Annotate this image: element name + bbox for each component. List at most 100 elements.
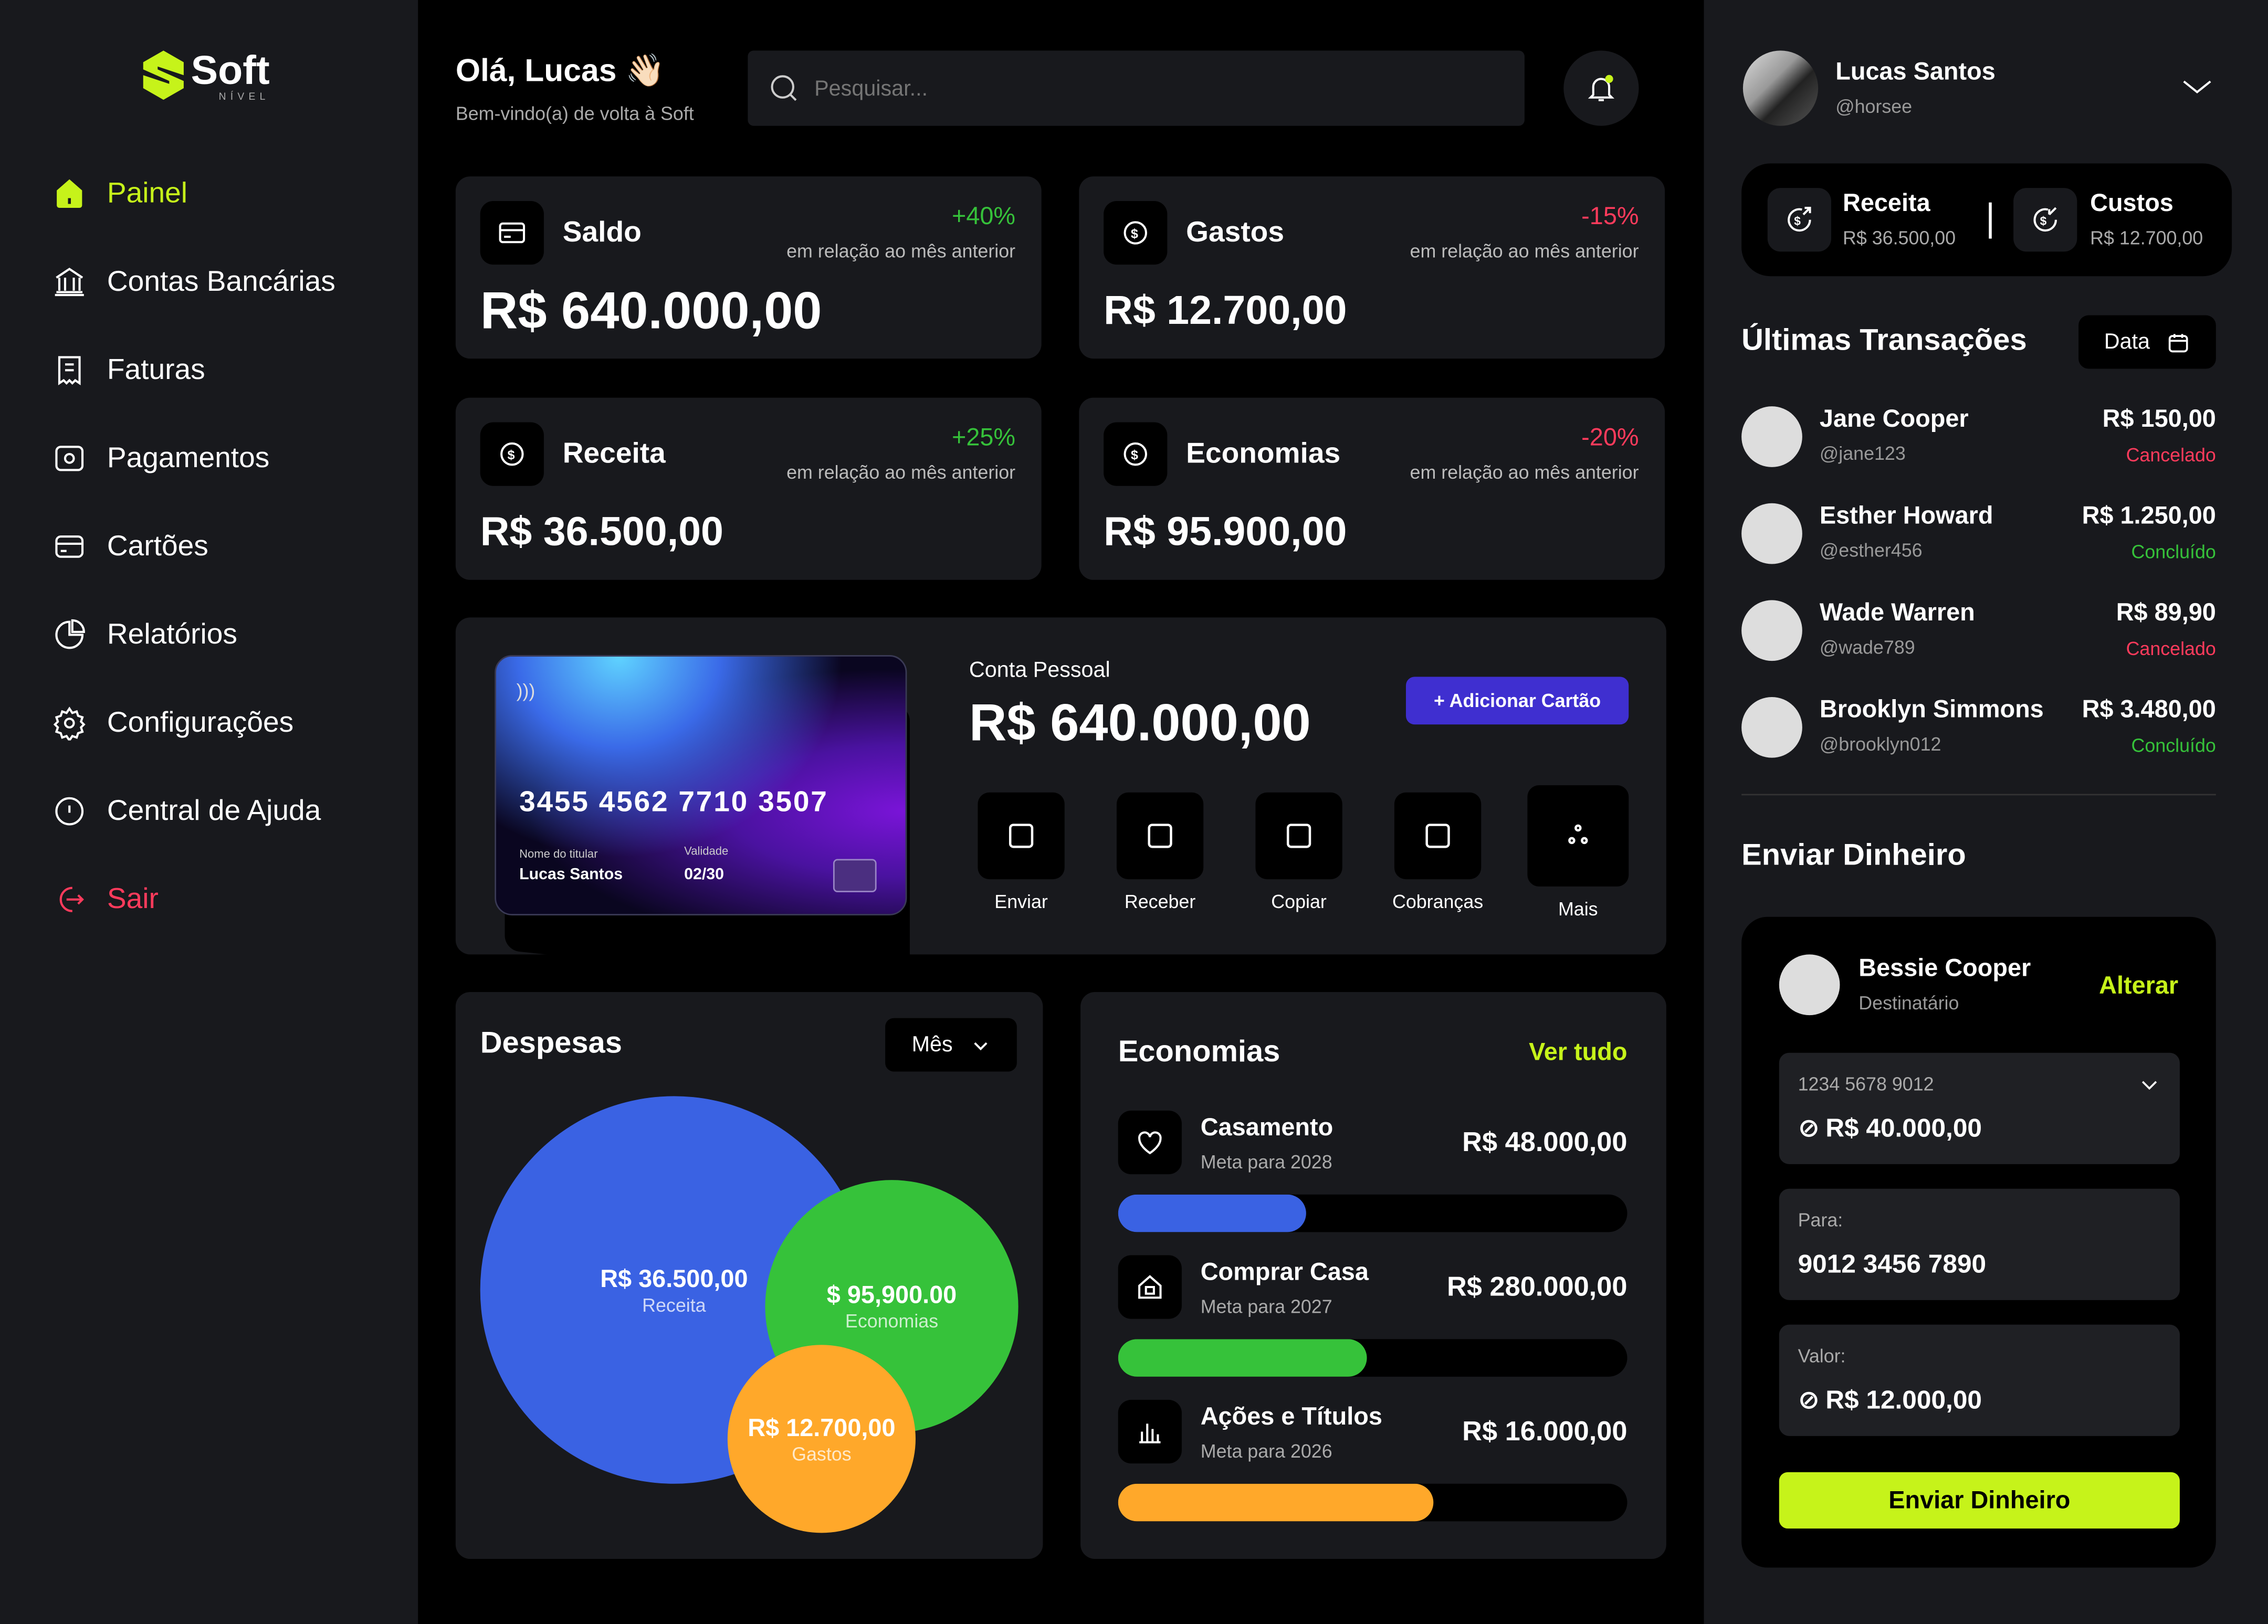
- stat-title: Saldo: [562, 217, 642, 249]
- bar-chart-icon: [1139, 1423, 1161, 1443]
- goal-icon-box: [1118, 1110, 1182, 1175]
- sidebar-item-label: Relatórios: [107, 618, 237, 650]
- expiry-label: Validade: [684, 844, 729, 858]
- stat-title: Receita: [562, 438, 666, 470]
- stat-icon-box: $: [480, 422, 544, 486]
- see-all-link[interactable]: Ver tudo: [1529, 1038, 1628, 1066]
- stat-card-receita[interactable]: $ Receita +25% em relação ao mês anterio…: [455, 397, 1042, 580]
- search-icon: [771, 75, 797, 101]
- sidebar-item-faturas[interactable]: Faturas: [52, 353, 205, 387]
- avatar[interactable]: [1742, 50, 1819, 126]
- card-icon: [499, 222, 526, 244]
- goal-meta: Meta para 2028: [1200, 1151, 1332, 1173]
- action-receber-button[interactable]: Receber: [1108, 792, 1212, 912]
- to-account-number: 9012 3456 7890: [1798, 1249, 1987, 1279]
- action-cobranças-button[interactable]: Cobranças: [1385, 792, 1489, 913]
- sidebar: Soft NÍVEL Painel Contas Bancárias Faturas…: [0, 0, 418, 1624]
- action-icon-box: [1116, 792, 1204, 880]
- transaction-handle: @esther456: [1819, 539, 1923, 561]
- notifications-button[interactable]: [1563, 50, 1639, 126]
- send-money-button[interactable]: Enviar Dinheiro: [1779, 1472, 2180, 1529]
- search-bar[interactable]: [748, 50, 1525, 126]
- bubble-gastos[interactable]: R$ 12.700,00 Gastos: [727, 1345, 916, 1533]
- change-recipient-link[interactable]: Alterar: [2099, 972, 2179, 999]
- upload-icon: [1009, 824, 1034, 848]
- heart-icon: [1138, 1131, 1162, 1155]
- sidebar-item-label: Contas Bancárias: [107, 265, 335, 298]
- from-balance: R$ 40.000,00: [1825, 1113, 1982, 1143]
- stat-value: R$ 12.700,00: [1104, 288, 1347, 333]
- transaction-name: Wade Warren: [1819, 598, 1975, 626]
- dollar-up-icon: $: [500, 442, 524, 466]
- card-number: 3455 4562 7710 3507: [519, 786, 828, 819]
- action-enviar-button[interactable]: Enviar: [969, 792, 1073, 913]
- sidebar-item-contas-banc-rias[interactable]: Contas Bancárias: [52, 265, 335, 299]
- from-account-select[interactable]: 1234 5678 9012 ⊘ R$ 40.000,00: [1779, 1052, 2180, 1164]
- separator: [1741, 794, 2216, 796]
- transaction-name: Jane Cooper: [1819, 405, 1969, 433]
- add-card-button[interactable]: + Adicionar Cartão: [1405, 677, 1629, 725]
- credit-card[interactable]: ))) 3455 4562 7710 3507 Nome do titular …: [495, 655, 907, 915]
- action-label: Mais: [1558, 898, 1598, 920]
- to-account-field[interactable]: Para: 9012 3456 7890: [1779, 1188, 2180, 1300]
- profile-menu-chevron-icon[interactable]: [2181, 75, 2213, 98]
- eye-off-icon[interactable]: ⊘: [1798, 1113, 1820, 1143]
- transaction-row[interactable]: Jane Cooper @jane123 R$ 150,00 Cancelado: [1741, 402, 2216, 471]
- action-mais-button[interactable]: Mais: [1526, 785, 1630, 920]
- action-label: Cobranças: [1392, 891, 1484, 913]
- transaction-row[interactable]: Esther Howard @esther456 R$ 1.250,00 Con…: [1741, 499, 2216, 568]
- download-icon: [1148, 824, 1172, 848]
- sidebar-item-painel[interactable]: Painel: [52, 176, 187, 211]
- stat-change: +40%: [951, 202, 1016, 230]
- summary-cost-label: Custos: [2090, 189, 2174, 217]
- bell-icon: [1588, 75, 1614, 101]
- sidebar-item-label: Faturas: [107, 353, 205, 386]
- stat-change: -20%: [1581, 424, 1639, 451]
- stat-card-gastos[interactable]: $ Gastos -15% em relação ao mês anterior…: [1079, 176, 1665, 359]
- action-label: Enviar: [994, 891, 1048, 913]
- savings-goal[interactable]: Casamento Meta para 2028 R$ 48.000,00: [1118, 1110, 1627, 1180]
- savings-icon: $: [1124, 442, 1147, 466]
- dollar-up-icon: $: [1788, 207, 1811, 232]
- right-panel: Lucas Santos @horsee $ Receita R$ 36.500…: [1704, 0, 2268, 1624]
- search-input[interactable]: [814, 76, 1451, 101]
- savings-goal[interactable]: Ações e Títulos Meta para 2026 R$ 16.000…: [1118, 1399, 1627, 1469]
- profile-name: Lucas Santos: [1835, 58, 1996, 86]
- date-filter-button[interactable]: Data: [2078, 315, 2216, 369]
- sidebar-item-central-de-ajuda[interactable]: Central de Ajuda: [52, 794, 321, 829]
- transaction-amount: R$ 1.250,00: [2082, 502, 2216, 530]
- eye-off-icon[interactable]: ⊘: [1798, 1385, 1820, 1415]
- house-icon: [1138, 1275, 1162, 1299]
- card-icon: [55, 535, 84, 558]
- transaction-row[interactable]: Wade Warren @wade789 R$ 89,90 Cancelado: [1741, 596, 2216, 665]
- cost-icon-box: $: [2013, 188, 2077, 252]
- dollar-down-icon: $: [2033, 207, 2057, 232]
- sidebar-item-sair[interactable]: Sair: [52, 882, 159, 917]
- sidebar-item-label: Cartões: [107, 530, 208, 562]
- sidebar-item-cart-es[interactable]: Cartões: [52, 529, 208, 564]
- logo[interactable]: Soft NÍVEL: [140, 48, 270, 103]
- transaction-row[interactable]: Brooklyn Simmons @brooklyn012 R$ 3.480,0…: [1741, 693, 2216, 762]
- goal-name: Comprar Casa: [1200, 1258, 1369, 1286]
- bubble-label: Economias: [845, 1310, 939, 1332]
- transaction-status: Cancelado: [2126, 637, 2216, 660]
- period-dropdown[interactable]: Mês: [885, 1018, 1017, 1072]
- sidebar-item-configura-es[interactable]: Configurações: [52, 705, 293, 741]
- bank-icon: [55, 267, 84, 297]
- calendar-icon: [2169, 333, 2189, 352]
- chip-icon: [833, 859, 877, 892]
- stat-card-saldo[interactable]: Saldo +40% em relação ao mês anterior R$…: [455, 176, 1042, 359]
- transaction-handle: @wade789: [1819, 636, 1915, 658]
- transaction-amount: R$ 89,90: [2116, 598, 2216, 626]
- stat-card-economias[interactable]: $ Economias -20% em relação ao mês anter…: [1079, 397, 1665, 580]
- sidebar-item-label: Pagamentos: [107, 441, 270, 474]
- stat-note: em relação ao mês anterior: [786, 240, 1016, 262]
- sidebar-item-pagamentos[interactable]: Pagamentos: [52, 441, 269, 476]
- account-balance: R$ 640.000,00: [969, 692, 1311, 752]
- action-icon-box: [978, 792, 1065, 880]
- action-copiar-button[interactable]: Copiar: [1247, 792, 1351, 912]
- amount-field[interactable]: Valor: ⊘ R$ 12.000,00: [1779, 1324, 2180, 1436]
- savings-goal[interactable]: Comprar Casa Meta para 2027 R$ 280.000,0…: [1118, 1255, 1627, 1324]
- home-icon: [57, 179, 82, 208]
- sidebar-item-relat-rios[interactable]: Relatórios: [52, 617, 237, 652]
